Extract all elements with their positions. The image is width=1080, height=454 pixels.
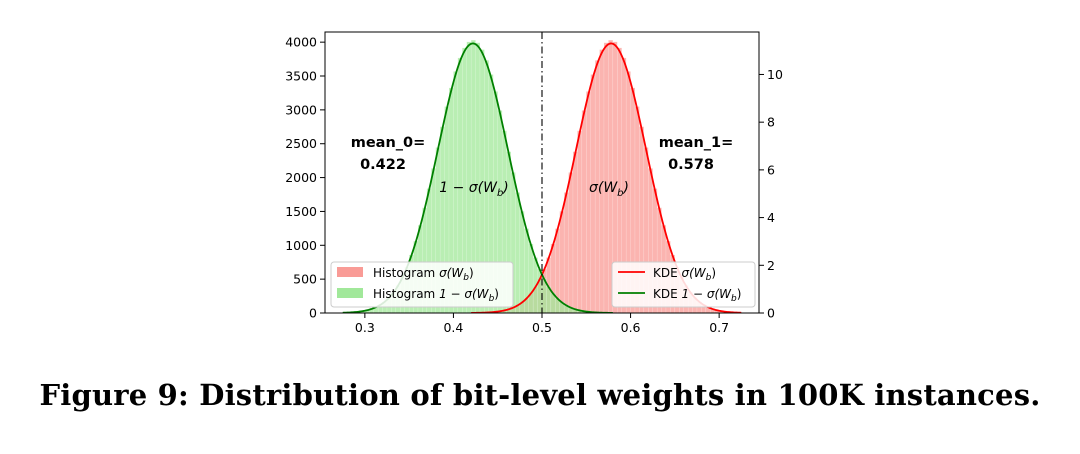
- hist-sigma-bar: [586, 91, 591, 313]
- y-right-tick-label: 8: [767, 115, 775, 130]
- x-tick-label: 0.7: [709, 320, 729, 335]
- y-right-tick-label: 10: [767, 67, 783, 82]
- y-right-tick-label: 0: [767, 306, 775, 321]
- hist-sigma-bar: [572, 151, 578, 313]
- x-tick-label: 0.6: [621, 320, 641, 335]
- hist-sigma-bar: [559, 211, 565, 313]
- hist-sigma-bar: [577, 130, 583, 313]
- y-right-tick-label: 4: [767, 210, 775, 225]
- hist-one-minus-bar: [515, 192, 521, 313]
- y-left-tick-label: 2500: [285, 136, 317, 151]
- histogram-bars: [342, 39, 742, 313]
- curve-label-right: σ(Wb): [589, 180, 629, 199]
- legend-swatch-hist-one-minus: [337, 288, 363, 298]
- y-left-tick-label: 1000: [285, 238, 317, 253]
- legend-label-hist-sigma: Histogram σ(Wb): [373, 266, 474, 283]
- y-axis-left-ticks: 0 500 1000 1500 2000 2500 3000 3500 4000: [285, 35, 325, 321]
- legend-label-hist-one-minus: Histogram 1 − σ(Wb): [373, 287, 499, 304]
- hist-one-minus-bar: [528, 243, 534, 313]
- mean1-label: mean_1=: [659, 135, 734, 151]
- curve-label-left: 1 − σ(Wb): [439, 180, 509, 199]
- hist-sigma-bar: [603, 42, 609, 313]
- y-right-tick-label: 2: [767, 258, 775, 273]
- legend-label-kde-one-minus: KDE 1 − σ(Wb): [653, 287, 741, 304]
- x-tick-label: 0.4: [443, 320, 463, 335]
- y-left-tick-label: 0: [309, 306, 317, 321]
- mean1-value: 0.578: [668, 157, 714, 173]
- legend-kde: KDE σ(Wb) KDE 1 − σ(Wb): [611, 261, 756, 308]
- legend-label-kde-sigma: KDE σ(Wb): [653, 266, 716, 283]
- hist-one-minus-bar: [519, 211, 525, 313]
- x-axis-ticks: 0.3 0.4 0.5 0.6 0.7: [355, 313, 729, 335]
- legend-histograms: Histogram σ(Wb) Histogram 1 − σ(Wb): [330, 261, 514, 308]
- y-axis-right-ticks: 0 2 4 6 8 10: [759, 67, 783, 321]
- hist-sigma-bar: [568, 172, 574, 313]
- hist-sigma-bar: [563, 192, 569, 313]
- figure-caption: Figure 9: Distribution of bit-level weig…: [39, 378, 1041, 412]
- y-right-tick-label: 6: [767, 162, 775, 177]
- y-left-tick-label: 1500: [285, 204, 317, 219]
- hist-sigma-bar: [581, 110, 587, 313]
- mean0-label: mean_0=: [351, 135, 426, 151]
- legend-swatch-hist-sigma: [337, 267, 363, 277]
- y-left-tick-label: 2000: [285, 170, 317, 185]
- y-left-tick-label: 4000: [285, 35, 317, 50]
- x-tick-label: 0.3: [355, 320, 375, 335]
- figure-chart: 0.3 0.4 0.5 0.6 0.7 0 500 1000 1500 2000 2500 3000…: [285, 31, 783, 335]
- y-left-tick-label: 3500: [285, 69, 317, 84]
- y-left-tick-label: 3000: [285, 102, 317, 117]
- mean0-value: 0.422: [360, 157, 406, 173]
- x-tick-label: 0.5: [532, 320, 552, 335]
- y-left-tick-label: 500: [293, 272, 317, 287]
